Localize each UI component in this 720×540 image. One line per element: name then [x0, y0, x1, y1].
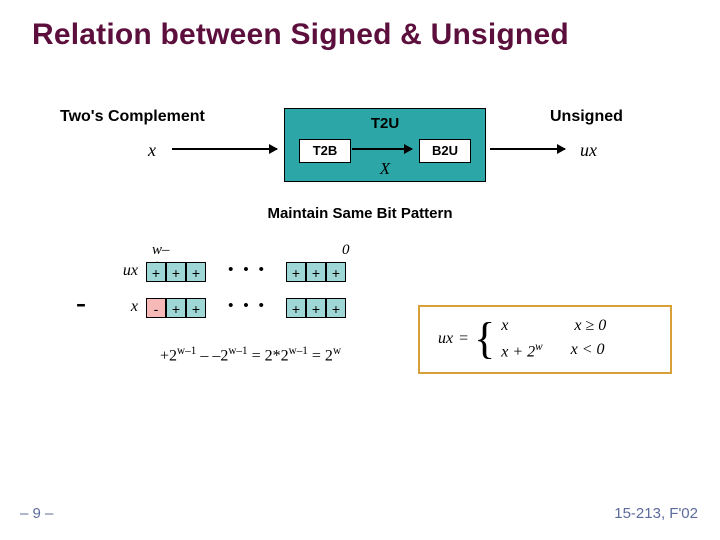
formula-case-2: x + 2w x < 0 [501, 341, 606, 361]
arrow-t2b-to-b2u [352, 148, 412, 150]
case-cond: x < 0 [571, 341, 605, 361]
footer-page-number: – 9 – [20, 505, 53, 522]
unsigned-label: Unsigned [550, 108, 623, 126]
eq-part: = 2 [308, 347, 333, 364]
formula-box: ux = { x x ≥ 0 x + 2w x < 0 [418, 305, 672, 374]
bit-dots: ••• [206, 262, 286, 282]
bit-cell: + [326, 262, 346, 282]
eq-sup: w–1 [177, 345, 196, 357]
arrow-x-to-t2b [172, 148, 277, 150]
case-expr: x + 2w [501, 341, 542, 361]
maintain-label: Maintain Same Bit Pattern [0, 205, 720, 222]
formula-inner: ux = { x x ≥ 0 x + 2w x < 0 [438, 317, 606, 361]
bit-dots: ••• [206, 298, 286, 318]
eq-sup: w [333, 345, 341, 357]
ux-bit-row: + + + ••• + + + [146, 262, 346, 282]
ux-row-label: ux [108, 262, 138, 280]
b2u-box: B2U [419, 139, 471, 163]
bit-cell: + [186, 298, 206, 318]
eq-sup: w–1 [228, 345, 247, 357]
bit-cell: + [166, 298, 186, 318]
bit-cell: + [166, 262, 186, 282]
brace-icon: { [474, 317, 495, 361]
x-row-label: x [108, 298, 138, 316]
twos-complement-label: Two's Complement [60, 108, 205, 126]
big-x-label: X [380, 159, 390, 179]
big-minus: - [76, 286, 86, 320]
formula-cases: x x ≥ 0 x + 2w x < 0 [501, 317, 606, 361]
bit-cell: + [306, 262, 326, 282]
formula-lhs: ux [438, 330, 453, 348]
eq-part: = 2*2 [248, 347, 289, 364]
bit-cell: + [306, 298, 326, 318]
footer-course: 15-213, F'02 [614, 505, 698, 522]
formula-case-1: x x ≥ 0 [501, 317, 606, 335]
page-title: Relation between Signed & Unsigned [32, 18, 569, 52]
ux-var: ux [580, 140, 597, 161]
eq-part: +2 [160, 347, 177, 364]
x-bit-row: - + + ••• + + + [146, 298, 346, 318]
case-cond: x ≥ 0 [574, 317, 606, 335]
bit-cell: + [186, 262, 206, 282]
t2b-box: T2B [299, 139, 351, 163]
bit-cell-neg: - [146, 298, 166, 318]
zero-label: 0 [342, 242, 350, 259]
eq-part: – –2 [196, 347, 228, 364]
x-var: x [148, 140, 156, 161]
bit-cell: + [146, 262, 166, 282]
t2u-label: T2U [371, 115, 399, 132]
bit-cell: + [326, 298, 346, 318]
bit-cell: + [286, 298, 306, 318]
equation: +2w–1 – –2w–1 = 2*2w–1 = 2w [160, 345, 341, 365]
case-expr: x [501, 317, 508, 335]
arrow-b2u-to-ux [490, 148, 565, 150]
bit-cell: + [286, 262, 306, 282]
eq-sup: w–1 [289, 345, 308, 357]
formula-eq: = [459, 330, 468, 348]
t2u-box: T2U T2B B2U X [284, 108, 486, 182]
